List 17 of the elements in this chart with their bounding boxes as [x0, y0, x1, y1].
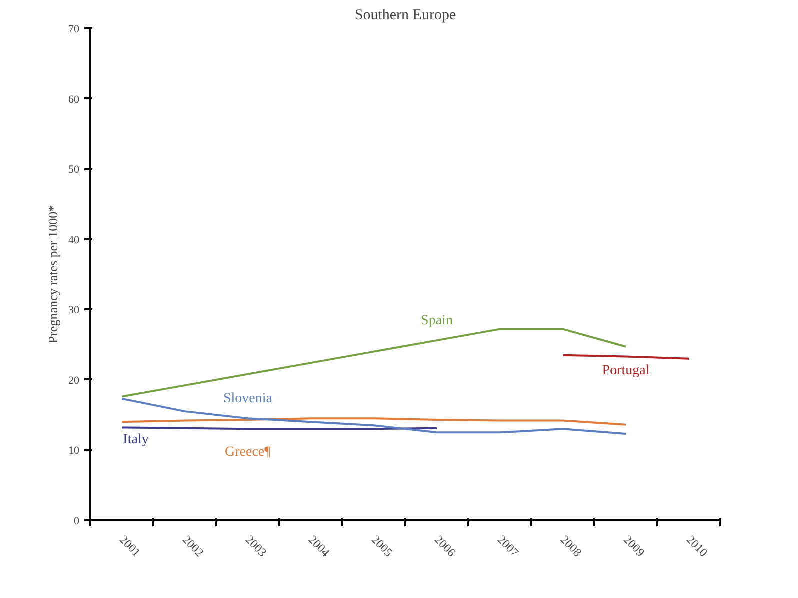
- y-tick-label: 20: [68, 374, 80, 387]
- line-series: [121, 418, 627, 426]
- y-tick-label: 10: [68, 445, 80, 458]
- y-axis-title: Pregnancy rates per 1000*: [46, 205, 60, 344]
- series-label: Portugal: [602, 364, 650, 379]
- y-tick-label: 50: [68, 164, 80, 176]
- y-tick-label: 30: [68, 304, 80, 317]
- series-label: Slovenia: [224, 392, 274, 407]
- series-label: Greece¶: [225, 444, 272, 460]
- y-tick-label: 60: [68, 94, 80, 106]
- y-tick-label: 70: [68, 24, 80, 36]
- series-label: Spain: [421, 314, 453, 329]
- chart-title: Southern Europe: [354, 8, 456, 24]
- x-tick-label: 2007: [494, 532, 522, 560]
- y-tick-label: 0: [74, 516, 80, 528]
- series-label: Italy: [123, 432, 149, 448]
- y-tick-label: 40: [68, 234, 80, 246]
